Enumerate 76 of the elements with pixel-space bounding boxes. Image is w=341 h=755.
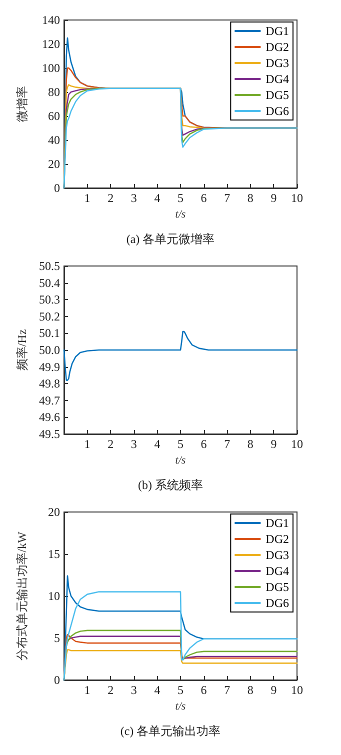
x-tick-label: 1 <box>84 437 90 451</box>
y-axis-title: 频率/Hz <box>15 329 29 371</box>
y-tick-label: 120 <box>42 37 60 51</box>
y-tick-label: 80 <box>48 85 60 99</box>
y-tick-label: 60 <box>48 109 60 123</box>
legend-label: DG4 <box>266 72 290 86</box>
legend-label: DG4 <box>266 564 290 578</box>
x-tick-label: 4 <box>154 191 160 205</box>
x-tick-label: 2 <box>108 191 114 205</box>
x-tick-label: 1 <box>84 191 90 205</box>
x-tick-label: 8 <box>247 683 254 697</box>
legend-label: DG1 <box>266 24 290 38</box>
y-tick-label: 20 <box>48 157 60 171</box>
y-tick-label: 40 <box>48 133 60 147</box>
x-tick-label: 6 <box>200 683 207 697</box>
y-tick-label: 49.9 <box>39 360 60 374</box>
x-tick-label: 3 <box>130 191 137 205</box>
y-tick-label: 15 <box>48 547 60 561</box>
y-axis-title: 微增率 <box>15 86 29 122</box>
y-tick-label: 20 <box>48 505 60 519</box>
x-tick-label: 5 <box>178 683 184 697</box>
line-series <box>63 330 298 381</box>
x-tick-label: 9 <box>270 191 277 205</box>
y-tick-label: 50.3 <box>39 292 60 307</box>
x-tick-label: 5 <box>178 437 184 451</box>
x-tick-label: 10 <box>291 437 303 451</box>
x-tick-label: 2 <box>108 683 114 697</box>
x-tick-label: 7 <box>224 683 230 697</box>
x-tick-label: 10 <box>291 191 303 205</box>
x-tick-label: 9 <box>270 437 277 451</box>
y-tick-label: 49.7 <box>39 393 60 408</box>
x-axis-title: t/s <box>175 208 186 220</box>
x-tick-label: 7 <box>224 191 230 205</box>
y-tick-label: 49.8 <box>39 376 60 391</box>
y-tick-label: 50.2 <box>39 309 60 324</box>
y-tick-label: 49.6 <box>39 410 60 424</box>
legend-label: DG5 <box>266 88 290 102</box>
x-tick-label: 1 <box>84 683 90 697</box>
legend-label: DG6 <box>266 596 290 610</box>
legend-label: DG3 <box>266 548 290 562</box>
text: (a) 各单元微增率 <box>126 232 215 246</box>
y-tick-label: 0 <box>54 181 60 195</box>
x-tick-label: 4 <box>154 437 160 451</box>
text: (b) 系统频率 <box>138 478 203 492</box>
y-tick-label: 50.5 <box>39 259 60 273</box>
x-tick-label: 7 <box>224 437 230 451</box>
y-tick-label: 140 <box>42 13 60 27</box>
x-tick-label: 3 <box>130 683 137 697</box>
y-tick-label: 50.0 <box>39 343 60 357</box>
y-tick-label: 50.1 <box>39 326 60 340</box>
x-tick-label: 2 <box>108 437 114 451</box>
x-tick-label: 3 <box>130 437 137 451</box>
x-tick-label: 6 <box>200 437 207 451</box>
legend-label: DG1 <box>266 516 290 530</box>
legend-label: DG2 <box>266 532 290 546</box>
x-tick-label: 8 <box>247 437 254 451</box>
x-tick-label: 5 <box>178 191 184 205</box>
legend-label: DG6 <box>266 104 290 118</box>
x-tick-label: 6 <box>200 191 207 205</box>
y-tick-label: 5 <box>54 631 60 645</box>
y-tick-label: 0 <box>54 673 60 687</box>
legend-label: DG3 <box>266 56 290 70</box>
y-axis-title: 分布式单元输出功率/kW <box>15 531 29 660</box>
text: (c) 各单元输出功率 <box>120 724 221 738</box>
y-tick-label: 100 <box>42 61 60 75</box>
y-tick-label: 10 <box>48 589 60 603</box>
legend-label: DG5 <box>266 580 290 594</box>
x-tick-label: 10 <box>291 683 303 697</box>
x-axis-title: t/s <box>175 454 186 466</box>
x-tick-label: 8 <box>247 191 254 205</box>
x-tick-label: 4 <box>154 683 160 697</box>
legend-label: DG2 <box>266 40 290 54</box>
x-tick-label: 9 <box>270 683 277 697</box>
y-tick-label: 50.4 <box>39 276 60 290</box>
y-tick-label: 49.5 <box>39 427 60 441</box>
x-axis-title: t/s <box>175 700 186 712</box>
